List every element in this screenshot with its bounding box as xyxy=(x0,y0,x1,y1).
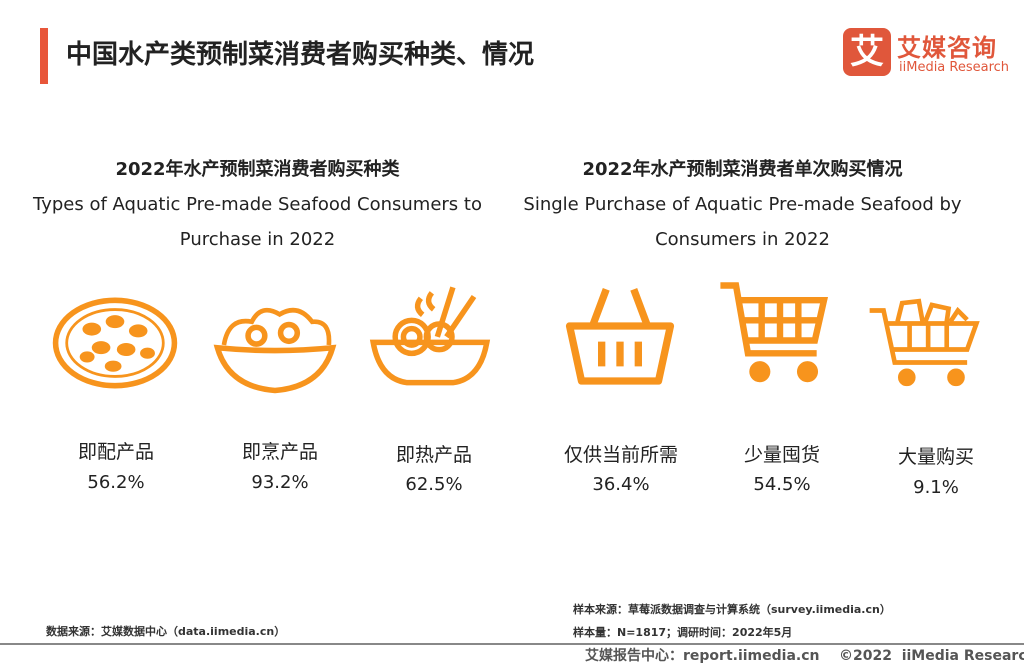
left-item-label-1: 即配产品 xyxy=(77,441,154,463)
data-source: 数据来源：艾媒数据中心（data.iimedia.cn） xyxy=(46,625,286,638)
right-item-label-2: 少量囤货 xyxy=(743,444,820,466)
left-item-value-2: 93.2% xyxy=(251,472,309,493)
right-title-en: Single Purchase of Aquatic Pre-made Seaf… xyxy=(523,194,962,250)
seafood-plate-icon xyxy=(52,297,178,389)
noodle-bowl-icon xyxy=(369,286,491,386)
left-item-value-1: 56.2% xyxy=(87,472,145,493)
right-item-value-3: 9.1% xyxy=(913,477,959,498)
left-item-label-3: 即热产品 xyxy=(395,444,472,466)
right-item-label-3: 大量购买 xyxy=(897,446,974,468)
basket-icon xyxy=(565,288,675,385)
right-item-value-2: 54.5% xyxy=(753,474,811,495)
left-item-label-2: 即烹产品 xyxy=(241,441,318,463)
left-item-value-3: 62.5% xyxy=(405,474,463,495)
salad-bowl-icon xyxy=(213,307,337,394)
logo-text-cn: 艾媒咨询 xyxy=(897,34,997,62)
page-title: 中国水产类预制菜消费者购买种类、情况 xyxy=(66,40,535,70)
full-cart-icon xyxy=(869,298,980,387)
sample-size: 样本量：N=1817；调研时间：2022年5月 xyxy=(573,626,793,639)
logo-text-en: iiMedia Research xyxy=(899,60,1010,75)
footer-divider xyxy=(0,643,1024,645)
sample-source: 样本来源：草莓派数据调查与计算系统（survey.iimedia.cn） xyxy=(573,603,891,616)
left-title-cn: 2022年水产预制菜消费者购买种类 xyxy=(115,159,400,180)
right-item-label-1: 仅供当前所需 xyxy=(563,444,678,466)
logo-mark: 艾 xyxy=(843,28,891,76)
right-title-cn: 2022年水产预制菜消费者单次购买情况 xyxy=(582,159,903,180)
left-panel-title: 2022年水产预制菜消费者购买种类 Types of Aquatic Pre-m… xyxy=(30,152,485,257)
right-panel-title: 2022年水产预制菜消费者单次购买情况 Single Purchase of A… xyxy=(515,152,970,257)
left-title-en: Types of Aquatic Pre-made Seafood Consum… xyxy=(33,194,482,250)
right-item-value-1: 36.4% xyxy=(592,474,650,495)
report-footer: 艾媒报告中心：report.iimedia.cn ©2022 iiMedia R… xyxy=(585,648,1024,664)
title-accent-bar xyxy=(40,28,48,84)
cart-icon xyxy=(720,282,829,383)
